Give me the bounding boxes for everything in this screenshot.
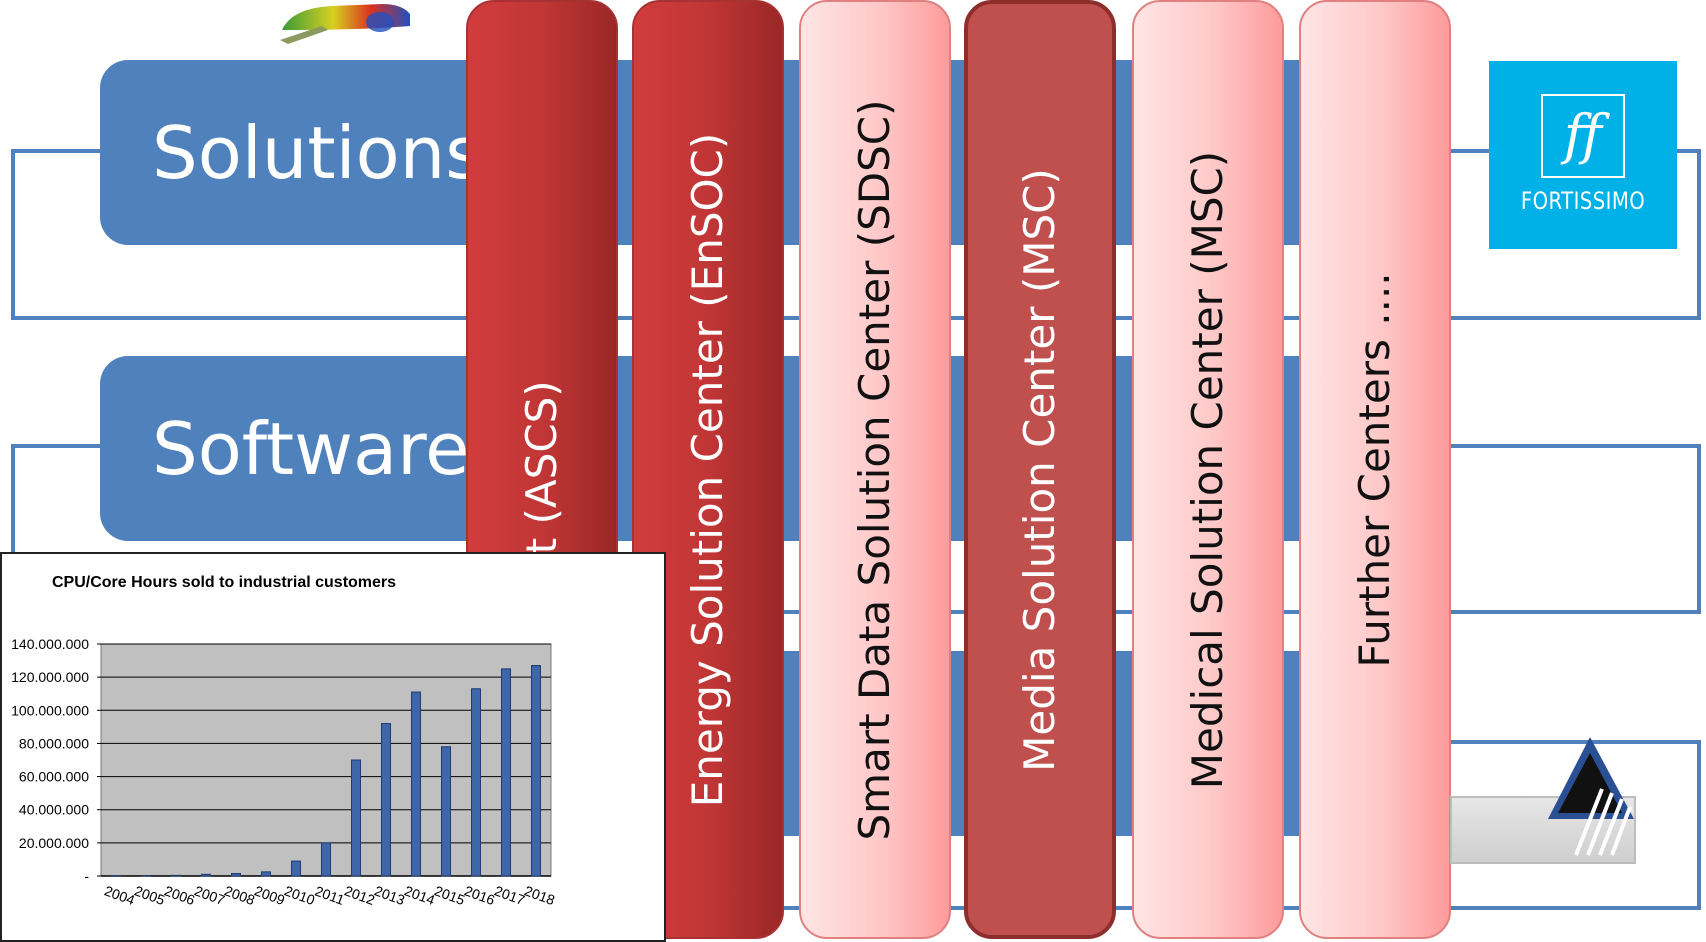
bar <box>261 871 271 877</box>
bar <box>321 842 331 877</box>
triangle-logo-icon <box>1548 737 1634 856</box>
plot-area <box>100 643 552 877</box>
bar <box>441 746 451 877</box>
bar <box>531 665 541 877</box>
center-further: Further Centers .... <box>1299 0 1451 939</box>
bar <box>471 688 481 877</box>
x-tick-label: 2016 <box>462 882 497 908</box>
x-tick-label: 2013 <box>372 882 407 908</box>
x-tick-label: 2004 <box>102 882 137 908</box>
y-tick-label: 60.000.000 <box>19 769 89 785</box>
x-tick-label: 2015 <box>432 882 467 908</box>
car-simulation-image <box>280 4 410 44</box>
y-tick-label: - <box>84 868 89 884</box>
chart-title: CPU/Core Hours sold to industrial custom… <box>52 574 397 591</box>
y-tick-label: 120.000.000 <box>11 669 89 685</box>
center-media-msc: Media Solution Center (MSC) <box>964 0 1116 939</box>
cpu-hours-chart: - 20.000.000 40.000.000 60.000.000 80.000.00… <box>11 636 557 908</box>
center-sdsc-label: Smart Data Solution Center (SDSC) <box>850 99 899 840</box>
bar <box>411 691 421 877</box>
x-tick-label: 2018 <box>522 882 557 908</box>
bar <box>141 875 151 877</box>
y-tick-label: 80.000.000 <box>19 735 89 751</box>
solutions-label: Solutions <box>152 110 483 195</box>
y-tick-label: 40.000.000 <box>19 802 89 818</box>
center-medical-msc-label: Medical Solution Center (MSC) <box>1183 150 1232 789</box>
center-medical-msc: Medical Solution Center (MSC) <box>1132 0 1284 939</box>
x-tick-label: 2006 <box>162 882 197 908</box>
bar <box>351 759 361 877</box>
center-sdsc: Smart Data Solution Center (SDSC) <box>799 0 951 939</box>
software-label: Software <box>152 406 470 491</box>
bar <box>201 873 211 877</box>
y-tick-label: 140.000.000 <box>11 636 89 652</box>
bar <box>501 668 511 877</box>
x-tick-label: 2005 <box>132 882 167 908</box>
solutions-pill: Solutions <box>100 60 500 245</box>
fortissimo-logo: ff FORTISSIMO <box>1489 61 1677 249</box>
x-tick-label: 2011 <box>313 883 347 908</box>
bar <box>171 874 181 877</box>
y-tick-label: 20.000.000 <box>19 835 89 851</box>
x-tick-label: 2008 <box>222 882 257 908</box>
x-tick-label: 2007 <box>192 882 227 908</box>
center-further-label: Further Centers .... <box>1350 271 1399 668</box>
software-pill: Software <box>100 356 500 541</box>
x-tick-label: 2009 <box>252 882 287 908</box>
x-tick-label: 2014 <box>402 882 437 908</box>
bar <box>111 875 121 877</box>
x-tick-label: 2010 <box>282 882 317 908</box>
x-tick-label: 2017 <box>492 882 527 908</box>
center-media-msc-label: Media Solution Center (MSC) <box>1015 167 1064 772</box>
y-tick-label: 100.000.000 <box>11 702 89 718</box>
fortissimo-mark: ff <box>1541 94 1625 178</box>
center-ensoc-label: Energy Solution Center (EnSOC) <box>683 132 732 807</box>
chart-panel: CPU/Core Hours sold to industrial custom… <box>0 552 666 942</box>
x-tick-label: 2012 <box>342 882 377 908</box>
bar <box>381 723 391 877</box>
bar <box>231 873 241 877</box>
fortissimo-name: FORTISSIMO <box>1520 187 1646 215</box>
bar <box>291 860 301 877</box>
